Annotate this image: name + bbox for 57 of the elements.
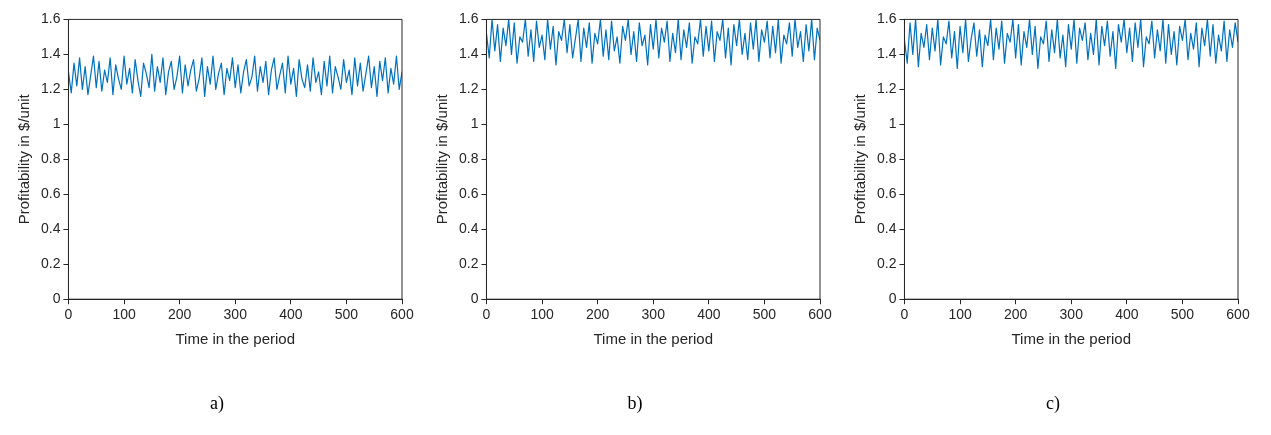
x-tick-label: 0 [482,306,491,323]
text: a) [210,393,224,414]
x-axis-title: Time in the period [593,330,713,348]
y-tick-label: 1.2 [40,80,61,97]
y-tick-label: 1 [888,115,897,132]
x-tick-label: 200 [167,306,192,323]
y-tick-label: 0.8 [40,150,61,167]
y-tick-label: 1 [52,115,61,132]
x-tick-label: 0 [900,306,909,323]
y-tick-label: 0 [888,290,897,307]
y-tick-label: 1.6 [876,10,897,27]
y-axis-title: Profitability in $/unit [851,93,869,225]
x-tick-label: 300 [1059,306,1084,323]
x-tick-label: 100 [948,306,972,323]
x-tick-label: 500 [752,306,777,323]
x-tick-label: 500 [1170,306,1195,323]
x-tick-label: 400 [697,306,721,323]
y-tick-label: 1.4 [458,45,479,62]
x-tick-label: 200 [1003,306,1028,323]
text: c) [1046,393,1060,414]
x-tick-label: 0 [64,306,73,323]
x-axis-title: Time in the period [1011,330,1131,348]
text: b) [627,393,643,414]
y-tick-label: 0.4 [876,220,897,237]
y-tick-label: 1.4 [40,45,61,62]
x-tick-label: 200 [585,306,610,323]
y-tick-label: 1.2 [876,80,897,97]
y-tick-label: 0 [52,290,61,307]
x-tick-label: 100 [530,306,554,323]
y-tick-label: 0.8 [876,150,897,167]
x-tick-label: 400 [279,306,303,323]
y-axis-title: Profitability in $/unit [433,93,451,225]
y-tick-label: 1.4 [876,45,897,62]
y-tick-label: 0.6 [40,185,61,202]
x-tick-label: 600 [390,306,414,323]
y-tick-label: 0.4 [458,220,479,237]
x-axis-title: Time in the period [175,330,295,348]
x-tick-label: 600 [1226,306,1250,323]
y-tick-label: 1.2 [458,80,479,97]
y-tick-label: 1 [470,115,479,132]
x-tick-label: 600 [808,306,832,323]
y-tick-label: 0.4 [40,220,61,237]
y-tick-label: 0.8 [458,150,479,167]
x-tick-label: 300 [223,306,248,323]
y-tick-label: 0.2 [458,255,479,272]
y-tick-label: 1.6 [458,10,479,27]
x-tick-label: 300 [641,306,666,323]
y-tick-label: 1.6 [40,10,61,27]
y-tick-label: 0.2 [40,255,61,272]
x-tick-label: 500 [334,306,359,323]
y-tick-label: 0 [470,290,479,307]
y-axis-title: Profitability in $/unit [15,93,33,225]
x-tick-label: 100 [112,306,136,323]
x-tick-label: 400 [1115,306,1139,323]
y-tick-label: 0.6 [458,185,479,202]
y-tick-label: 0.2 [876,255,897,272]
y-tick-label: 0.6 [876,185,897,202]
